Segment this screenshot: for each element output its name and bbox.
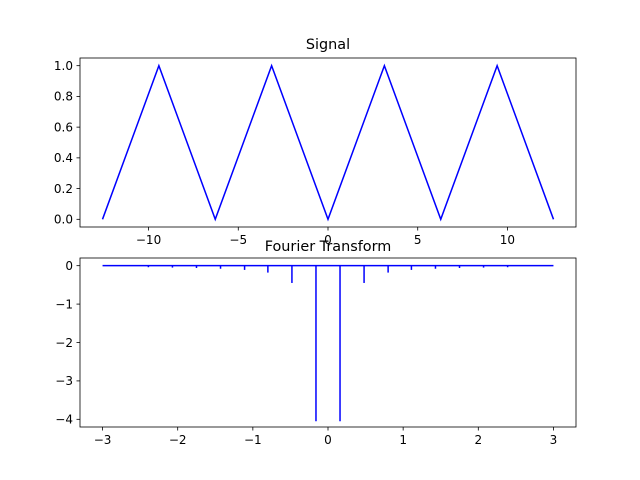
fourier-axes-frame bbox=[79, 257, 577, 428]
signal-title: Signal bbox=[306, 37, 350, 53]
signal-x-tick-label: 0 bbox=[324, 233, 332, 247]
signal-x-tick-label: −5 bbox=[229, 233, 247, 247]
fourier-y-tick-label: −4 bbox=[55, 413, 73, 427]
signal-x-tick-label: −10 bbox=[136, 233, 161, 247]
fourier-x-tick-label: 0 bbox=[324, 433, 332, 447]
fourier-y-tick-label: −1 bbox=[55, 297, 73, 311]
signal-y-tick-label: 0.2 bbox=[54, 182, 73, 196]
signal-axes-frame bbox=[79, 57, 577, 228]
fourier-y-tick-label: −2 bbox=[55, 336, 73, 350]
fourier-x-tick-label: 3 bbox=[550, 433, 558, 447]
signal-plot-area bbox=[101, 63, 555, 222]
fourier-y-tick-label: 0 bbox=[65, 259, 73, 273]
fourier-y-tick-label: −3 bbox=[55, 374, 73, 388]
signal-subplot: Signal −10 −5 0 5 10 0.0 0.2 0.4 0.6 0.8 1.0 bbox=[54, 37, 577, 247]
fourier-x-tick-label: 1 bbox=[399, 433, 407, 447]
fourier-x-tick-label: −1 bbox=[244, 433, 262, 447]
fourier-x-axis: −3 −2 −1 0 1 2 3 bbox=[94, 427, 558, 447]
fourier-title: Fourier Transform bbox=[265, 239, 392, 255]
signal-y-tick-label: 0.6 bbox=[54, 120, 73, 134]
signal-y-tick-label: 0.0 bbox=[54, 213, 73, 227]
signal-x-tick-label: 10 bbox=[500, 233, 515, 247]
signal-y-axis: 0.0 0.2 0.4 0.6 0.8 1.0 bbox=[54, 59, 80, 227]
signal-x-axis: −10 −5 0 5 10 bbox=[136, 227, 515, 247]
fourier-plot-area bbox=[102, 264, 554, 422]
signal-series-line bbox=[101, 63, 555, 222]
fourier-x-tick-label: 2 bbox=[474, 433, 482, 447]
signal-y-tick-label: 0.8 bbox=[54, 90, 73, 104]
fourier-y-axis: 0 −1 −2 −3 −4 bbox=[55, 259, 80, 427]
fourier-x-tick-label: −3 bbox=[94, 433, 112, 447]
fourier-subplot: Fourier Transform −3 −2 −1 0 1 2 3 0 −1 −2 −3 −4 bbox=[55, 239, 577, 447]
signal-y-tick-label: 1.0 bbox=[54, 59, 73, 73]
signal-x-tick-label: 5 bbox=[414, 233, 422, 247]
signal-y-tick-label: 0.4 bbox=[54, 151, 73, 165]
fourier-x-tick-label: −2 bbox=[169, 433, 187, 447]
